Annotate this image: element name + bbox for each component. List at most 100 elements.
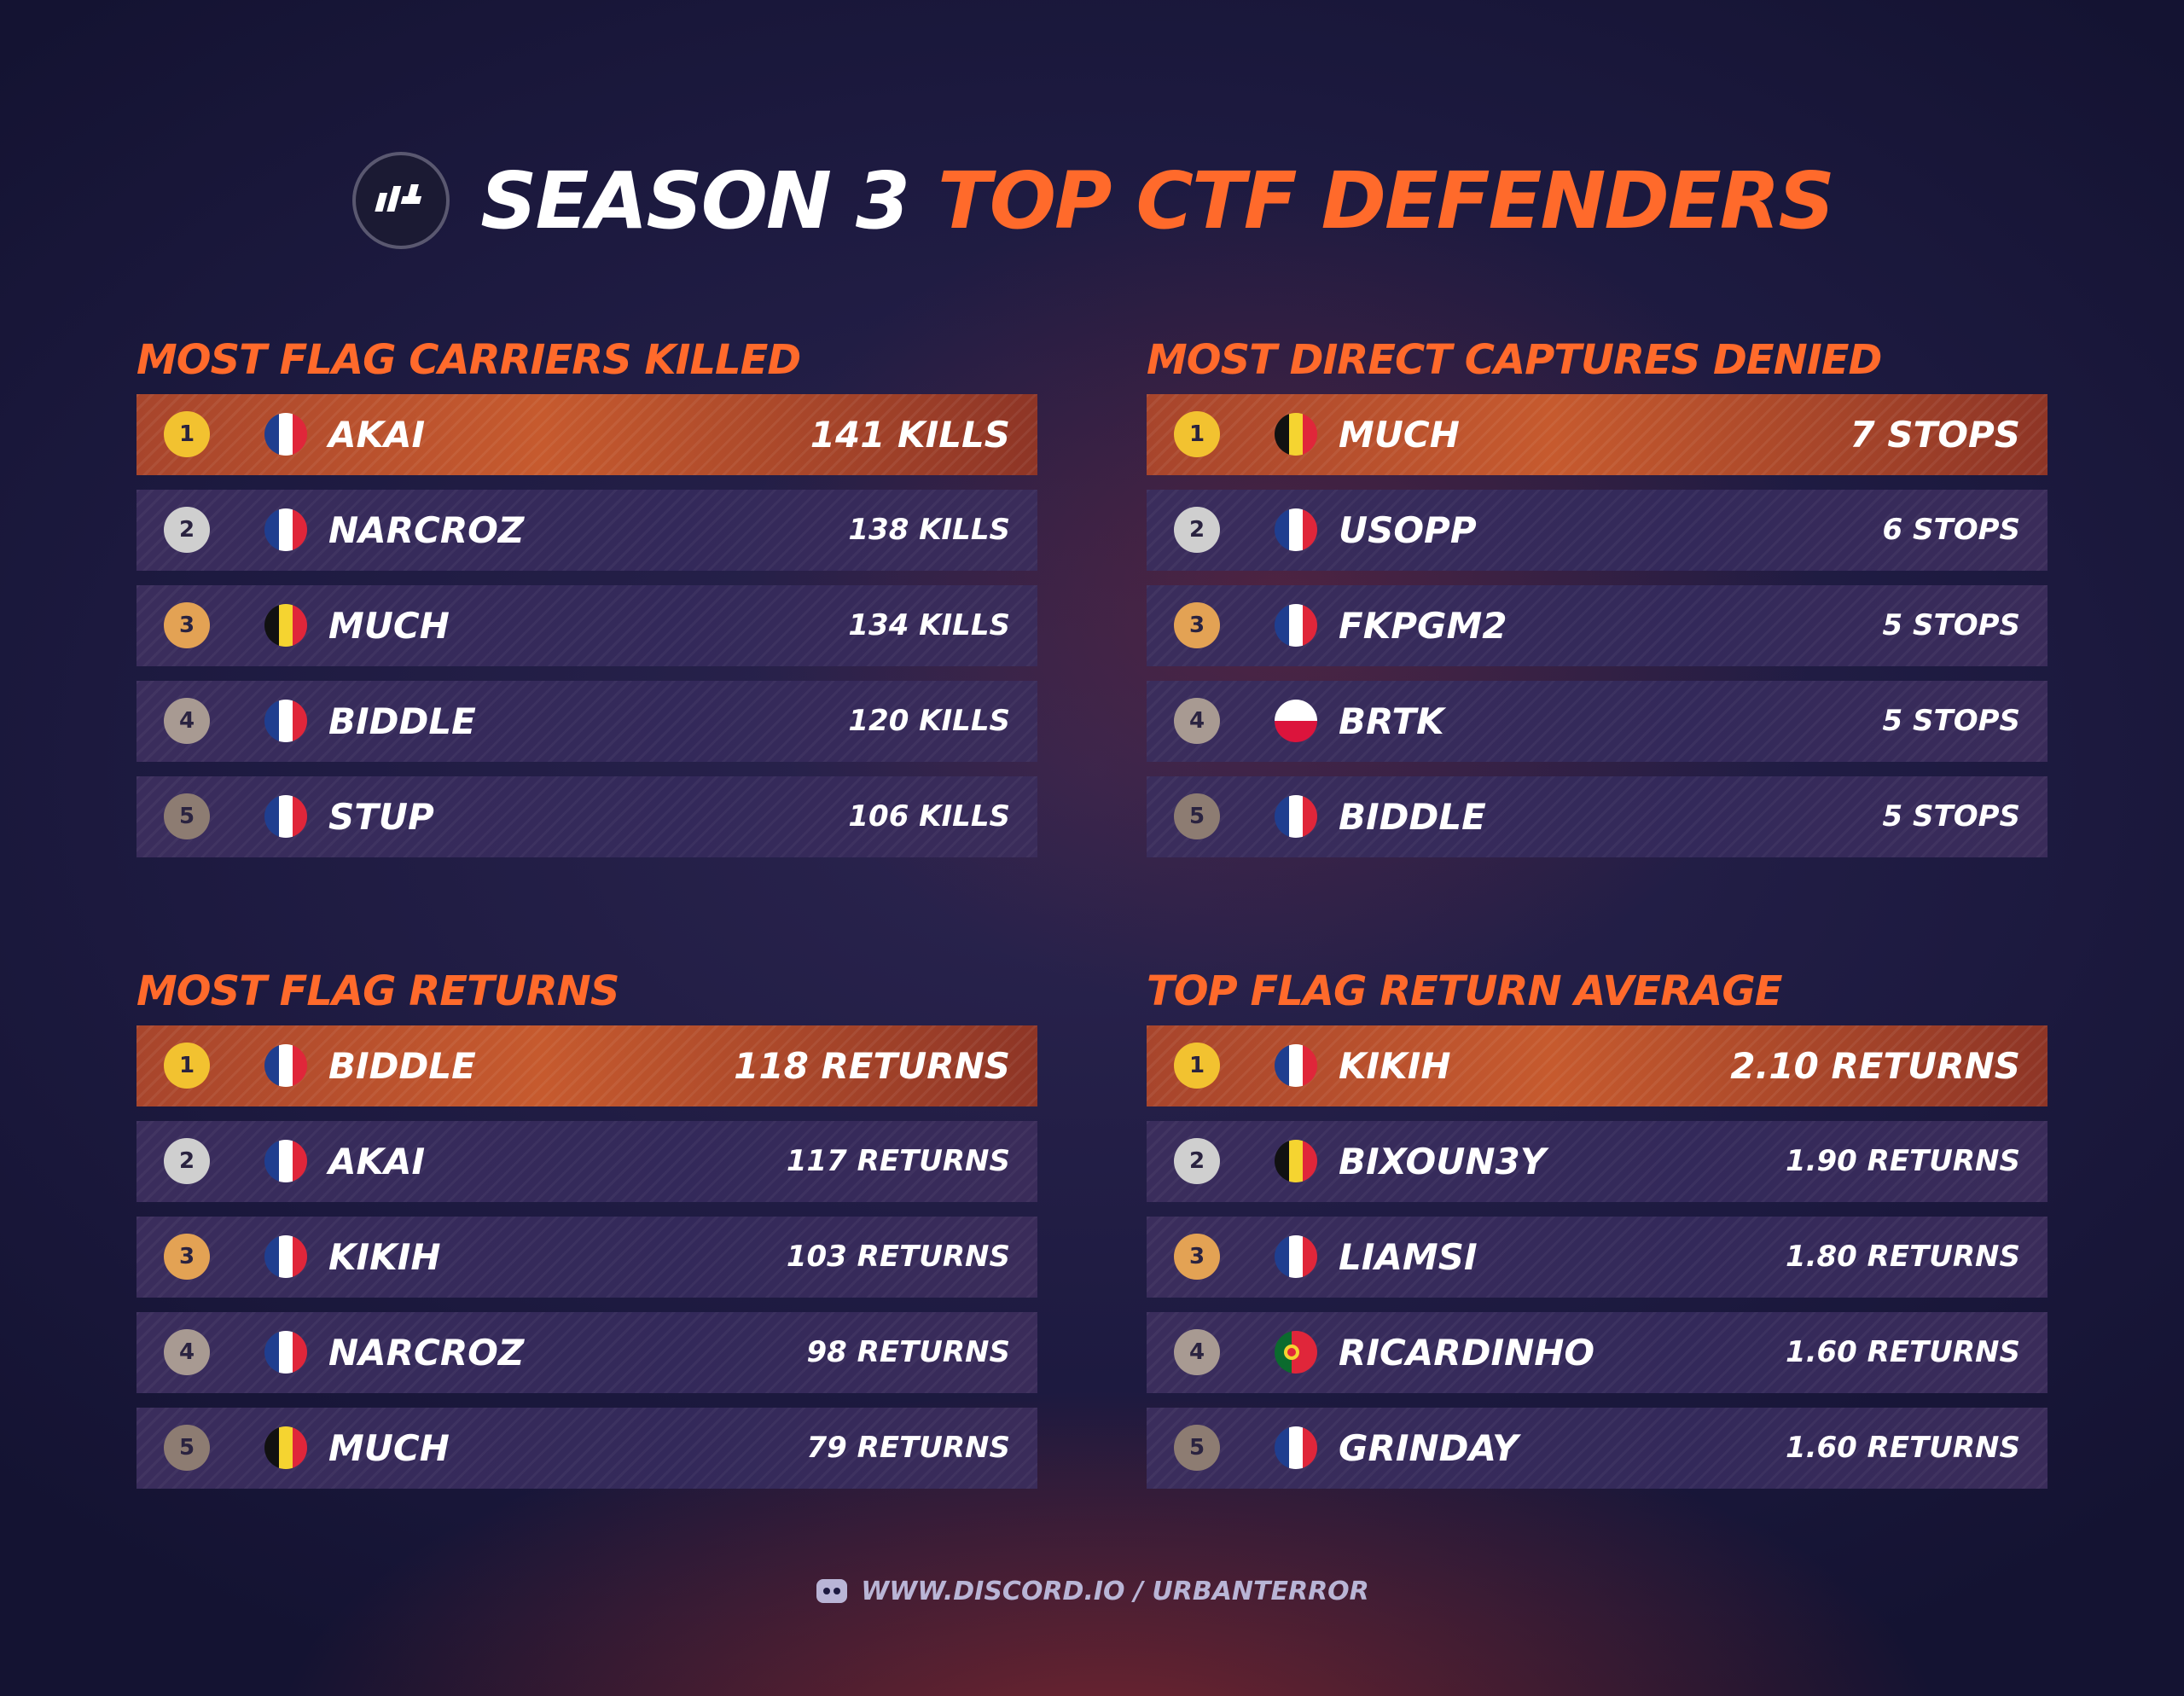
player-name: STUP — [328, 796, 434, 838]
player-name: BIXOUN3Y — [1339, 1141, 1547, 1182]
leaderboard-row: 5 STUP 106 KILLS — [136, 776, 1037, 857]
leaderboard-row: 2 BIXOUN3Y 1.90 RETURNS — [1147, 1121, 2048, 1202]
leaderboard-row: 1 BIDDLE 118 RETURNS — [136, 1025, 1037, 1106]
leaderboard-row: 1 KIKIH 2.10 RETURNS — [1147, 1025, 2048, 1106]
country-flag — [264, 795, 307, 838]
leaderboard-row: 2 NARCROZ 138 KILLS — [136, 490, 1037, 571]
country-flag — [264, 700, 307, 742]
rank-badge: 1 — [164, 411, 210, 457]
logo — [352, 152, 450, 249]
country-flag — [264, 1044, 307, 1087]
panel-title: MOST FLAG CARRIERS KILLED — [136, 336, 801, 384]
leaderboard-row: 2 AKAI 117 RETURNS — [136, 1121, 1037, 1202]
stat-value: 1.60 RETURNS — [1785, 1335, 2020, 1369]
leaderboard-row: 3 LIAMSI 1.80 RETURNS — [1147, 1217, 2048, 1298]
leaderboard-row: 5 GRINDAY 1.60 RETURNS — [1147, 1408, 2048, 1489]
rank-badge: 4 — [164, 1329, 210, 1375]
country-flag — [264, 1235, 307, 1278]
stat-value: 141 KILLS — [810, 414, 1010, 456]
country-flag — [1275, 1235, 1317, 1278]
stat-value: 120 KILLS — [848, 704, 1010, 738]
panel-title: MOST DIRECT CAPTURES DENIED — [1147, 336, 1882, 384]
country-flag — [1275, 508, 1317, 551]
rank-badge: 4 — [1174, 1329, 1220, 1375]
header: SEASON 3 TOP CTF DEFENDERS — [0, 145, 2184, 256]
leaderboard-row: 4 BIDDLE 120 KILLS — [136, 681, 1037, 762]
leaderboard-row: 3 FKPGM2 5 STOPS — [1147, 585, 2048, 666]
rank-badge: 1 — [1174, 411, 1220, 457]
player-name: AKAI — [328, 1141, 426, 1182]
player-name: BRTK — [1339, 700, 1444, 742]
stat-value: 5 STOPS — [1882, 608, 2020, 642]
player-name: FKPGM2 — [1339, 605, 1507, 647]
stat-value: 106 KILLS — [848, 799, 1010, 833]
country-flag — [1275, 1331, 1317, 1374]
player-name: USOPP — [1339, 509, 1477, 551]
leaderboard-row: 4 RICARDINHO 1.60 RETURNS — [1147, 1312, 2048, 1393]
rank-badge: 2 — [1174, 1138, 1220, 1184]
country-flag — [264, 508, 307, 551]
player-name: AKAI — [328, 414, 426, 456]
player-name: MUCH — [1339, 414, 1460, 456]
country-flag — [1275, 604, 1317, 647]
stat-value: 98 RETURNS — [806, 1335, 1010, 1369]
leaderboard-row: 4 NARCROZ 98 RETURNS — [136, 1312, 1037, 1393]
stat-value: 1.80 RETURNS — [1785, 1240, 2020, 1274]
leaderboard-row: 3 MUCH 134 KILLS — [136, 585, 1037, 666]
discord-icon — [816, 1579, 848, 1603]
rank-badge: 3 — [164, 602, 210, 648]
footer: WWW.DISCORD.IO / URBANTERROR — [0, 1570, 2184, 1612]
rank-badge: 3 — [1174, 1234, 1220, 1280]
player-name: MUCH — [328, 605, 450, 647]
country-flag — [264, 1426, 307, 1469]
stat-value: 79 RETURNS — [806, 1431, 1010, 1465]
leaderboard-row: 5 BIDDLE 5 STOPS — [1147, 776, 2048, 857]
player-name: MUCH — [328, 1427, 450, 1469]
stat-value: 138 KILLS — [848, 513, 1010, 547]
rank-badge: 4 — [164, 698, 210, 744]
stat-value: 7 STOPS — [1850, 414, 2020, 456]
player-name: RICARDINHO — [1339, 1332, 1595, 1374]
country-flag — [1275, 1044, 1317, 1087]
stat-value: 118 RETURNS — [734, 1045, 1010, 1087]
stat-value: 134 KILLS — [848, 608, 1010, 642]
player-name: KIKIH — [328, 1236, 441, 1278]
player-name: NARCROZ — [328, 509, 525, 551]
player-name: LIAMSI — [1339, 1236, 1478, 1278]
panel-title: MOST FLAG RETURNS — [136, 967, 619, 1015]
country-flag — [264, 413, 307, 456]
rank-badge: 5 — [1174, 793, 1220, 839]
stat-value: 1.90 RETURNS — [1785, 1144, 2020, 1178]
rank-badge: 1 — [1174, 1043, 1220, 1089]
rank-badge: 5 — [1174, 1425, 1220, 1471]
leaderboard-row: 1 MUCH 7 STOPS — [1147, 394, 2048, 475]
leaderboard-row: 4 BRTK 5 STOPS — [1147, 681, 2048, 762]
stat-value: 5 STOPS — [1882, 704, 2020, 738]
country-flag — [1275, 1426, 1317, 1469]
rank-badge: 3 — [1174, 602, 1220, 648]
rank-badge: 2 — [1174, 507, 1220, 553]
title-orange: TOP CTF DEFENDERS — [938, 154, 1835, 247]
leaderboard-row: 3 KIKIH 103 RETURNS — [136, 1217, 1037, 1298]
player-name: BIDDLE — [328, 1045, 476, 1087]
country-flag — [1275, 700, 1317, 742]
player-name: NARCROZ — [328, 1332, 525, 1374]
country-flag — [264, 1140, 307, 1182]
rank-badge: 2 — [164, 507, 210, 553]
rank-badge: 5 — [164, 1425, 210, 1471]
rank-badge: 1 — [164, 1043, 210, 1089]
stat-value: 1.60 RETURNS — [1785, 1431, 2020, 1465]
stat-value: 6 STOPS — [1882, 513, 2020, 547]
country-flag — [1275, 413, 1317, 456]
player-name: BIDDLE — [328, 700, 476, 742]
stat-value: 103 RETURNS — [786, 1240, 1010, 1274]
stat-value: 117 RETURNS — [786, 1144, 1010, 1178]
panel-title: TOP FLAG RETURN AVERAGE — [1147, 967, 1783, 1015]
stat-value: 5 STOPS — [1882, 799, 2020, 833]
leaderboard-row: 1 AKAI 141 KILLS — [136, 394, 1037, 475]
leaderboard-row: 2 USOPP 6 STOPS — [1147, 490, 2048, 571]
rank-badge: 2 — [164, 1138, 210, 1184]
country-flag — [1275, 795, 1317, 838]
footer-link[interactable]: WWW.DISCORD.IO / URBANTERROR — [861, 1576, 1369, 1606]
player-name: KIKIH — [1339, 1045, 1451, 1087]
